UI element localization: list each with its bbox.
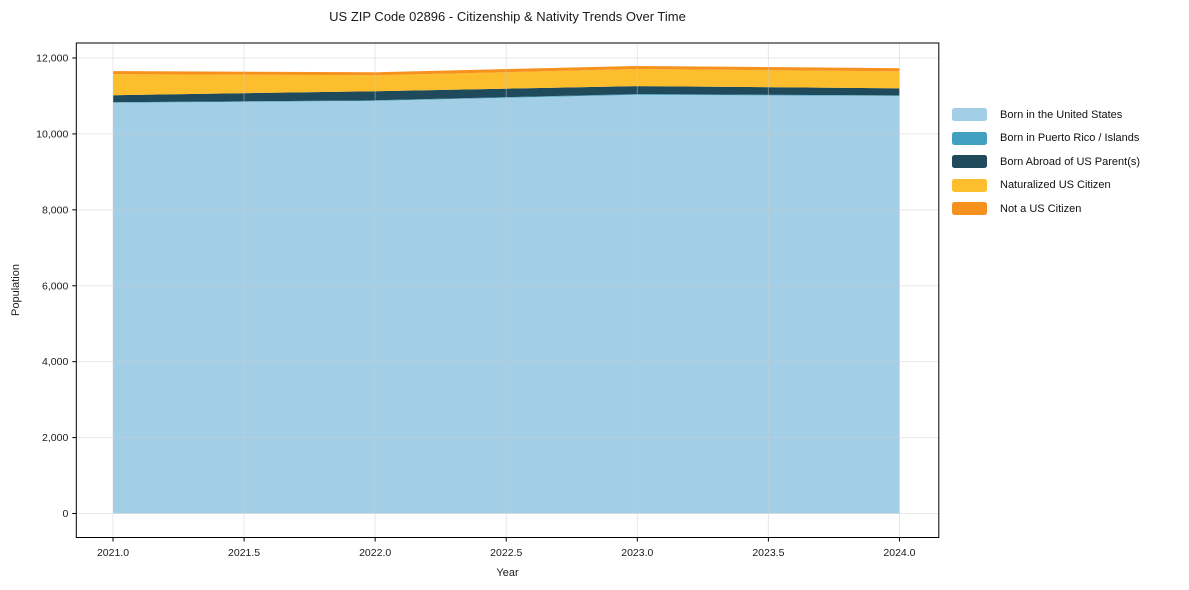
legend-label: Born in the United States <box>1000 108 1123 121</box>
legend-swatch-icon <box>952 131 987 145</box>
y-tick-label: 0 <box>62 508 68 520</box>
legend-label: Not a US Citizen <box>1000 202 1082 215</box>
plot-border <box>75 42 940 538</box>
x-tick-label: 2023.5 <box>752 547 784 559</box>
area-naturalized-us-citizen <box>113 69 900 96</box>
legend: Born in the United States Born in Puerto … <box>952 103 1140 221</box>
legend-item-born-abroad-of-us-parent-s: Born Abroad of US Parent(s) <box>952 150 1140 174</box>
legend-swatch-icon <box>952 155 987 169</box>
legend-item-born-in-puerto-rico-islands: Born in Puerto Rico / Islands <box>952 127 1140 151</box>
chart-title: US ZIP Code 02896 - Citizenship & Nativi… <box>329 9 686 24</box>
legend-label: Born Abroad of US Parent(s) <box>1000 155 1141 168</box>
y-tick-label: 8,000 <box>42 204 68 216</box>
x-tick-label: 2022.5 <box>490 547 522 559</box>
area-born-in-puerto-rico-islands <box>113 94 900 103</box>
x-tick-label: 2024.0 <box>883 547 915 559</box>
legend-item-naturalized-us-citizen: Naturalized US Citizen <box>952 174 1140 198</box>
legend-swatch-icon <box>952 108 987 122</box>
x-tick-label: 2022.0 <box>359 547 391 559</box>
legend-swatch-icon <box>952 178 987 192</box>
x-tick-label: 2021.0 <box>97 547 129 559</box>
area-born-in-the-united-states <box>113 94 900 514</box>
y-axis-label: Population <box>10 264 22 316</box>
y-tick-label: 2,000 <box>42 432 68 444</box>
legend-swatch-icon <box>952 202 987 216</box>
legend-item-not-a-us-citizen: Not a US Citizen <box>952 197 1140 221</box>
y-tick-label: 4,000 <box>42 356 68 368</box>
x-tick-label: 2023.0 <box>621 547 653 559</box>
y-tick-label: 6,000 <box>42 280 68 292</box>
area-not-a-us-citizen <box>113 65 900 76</box>
y-tick-label: 10,000 <box>36 128 68 140</box>
x-axis-label: Year <box>496 567 519 579</box>
area-born-abroad-of-us-parent-s <box>113 86 900 103</box>
legend-label: Born in Puerto Rico / Islands <box>1000 132 1140 145</box>
legend-label: Naturalized US Citizen <box>1000 179 1111 192</box>
y-tick-label: 12,000 <box>36 52 68 64</box>
x-tick-label: 2021.5 <box>228 547 260 559</box>
legend-item-born-in-the-united-states: Born in the United States <box>952 103 1140 127</box>
